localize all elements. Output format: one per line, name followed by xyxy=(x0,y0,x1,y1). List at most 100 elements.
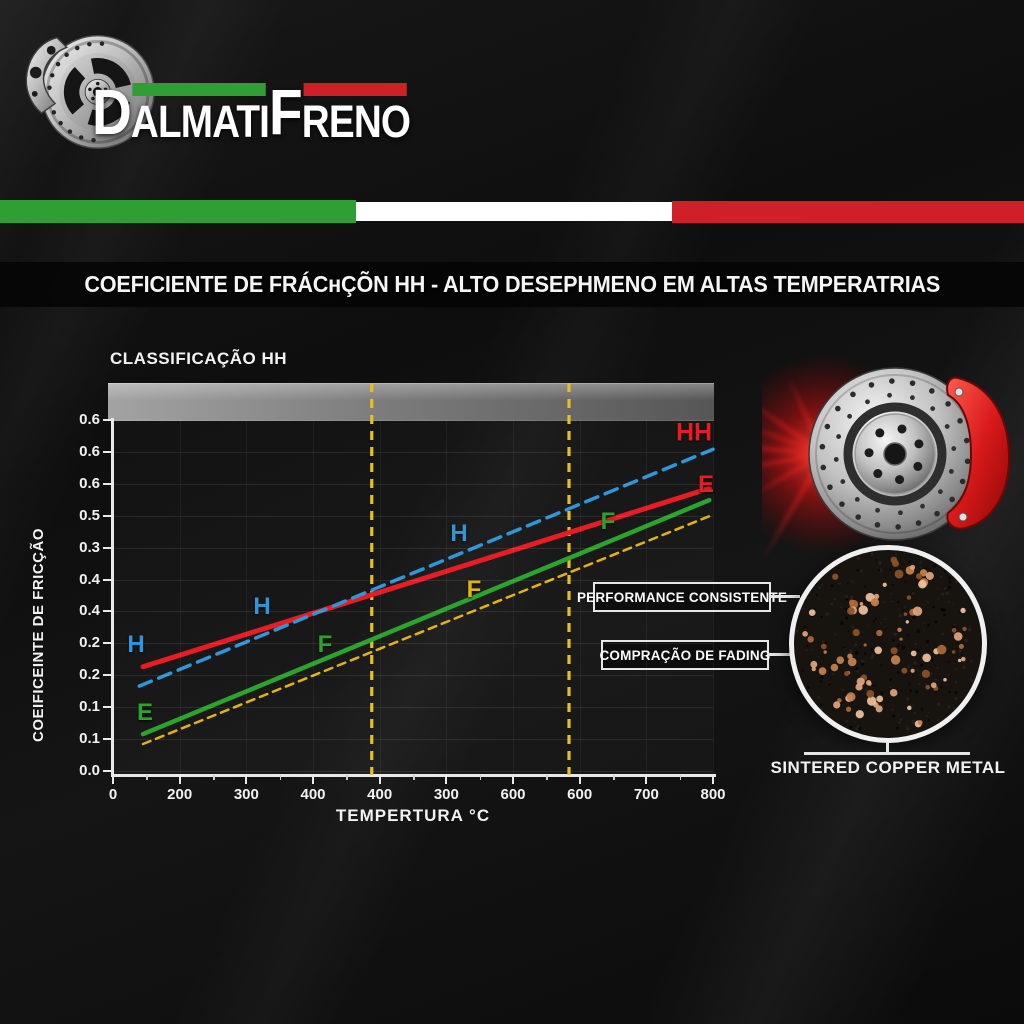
x-minor-tick-mark xyxy=(679,775,682,780)
series-label-h: H xyxy=(253,593,271,620)
x-tick-mark xyxy=(112,775,114,784)
y-tick-label: 0.2 xyxy=(79,666,100,684)
logo-red-bar xyxy=(303,83,407,96)
y-tick-label: 0.4 xyxy=(79,570,100,588)
v-gridline xyxy=(179,420,181,775)
y-tick-mark xyxy=(103,738,112,740)
x-minor-tick-mark xyxy=(346,775,348,780)
x-axis-title: TEMPERTURA °C xyxy=(335,806,491,825)
v-gridline xyxy=(313,420,314,775)
y-tick-mark xyxy=(103,514,112,517)
x-tick-mark xyxy=(645,775,648,784)
callout-performance-label: PERFORMANCE CONSISTENTE xyxy=(576,589,788,605)
h-gridline xyxy=(113,451,713,453)
x-tick-label: 800 xyxy=(700,786,726,803)
series-label-hh: HH xyxy=(675,418,713,447)
material-label: SINTERED COPPER METAL xyxy=(770,758,1006,777)
flag-stripe-green xyxy=(0,200,356,223)
x-tick-mark xyxy=(445,775,448,784)
series-label-f: F xyxy=(466,576,482,603)
y-tick-label: 0.0 xyxy=(79,761,100,779)
logo-green-bar xyxy=(132,83,266,96)
x-minor-tick-mark xyxy=(413,775,415,780)
x-minor-tick-mark xyxy=(146,775,148,780)
y-tick-label: 0.1 xyxy=(79,698,100,716)
x-tick-label: 200 xyxy=(167,786,193,803)
page-title: COEFICIENTE DE FRÁCʜÇÕN HH - ALTO DESEPH… xyxy=(84,271,940,297)
x-tick-mark xyxy=(512,775,514,784)
y-tick-mark xyxy=(103,546,112,549)
x-minor-tick-mark xyxy=(546,775,548,780)
v-gridline xyxy=(246,420,248,775)
y-tick-mark xyxy=(103,610,112,613)
series-label-h: H xyxy=(127,631,145,658)
h-gridline xyxy=(113,707,713,709)
y-tick-mark xyxy=(103,450,112,453)
logo-text-almati: ALMATI xyxy=(130,96,270,147)
v-gridline xyxy=(513,420,514,775)
h-gridline xyxy=(113,643,713,645)
h-gridline xyxy=(113,611,713,613)
hub-bolt-holes xyxy=(864,424,924,485)
drilled-holes xyxy=(819,378,971,530)
h-gridline xyxy=(113,515,713,517)
series-label-e: E xyxy=(697,471,715,498)
h-gridline xyxy=(113,483,713,485)
x-tick-label: 0 xyxy=(108,786,118,803)
x-tick-mark xyxy=(178,775,181,784)
callout-fading-label: COMPRAÇÃO DE FADING xyxy=(599,647,771,663)
v-gridline xyxy=(713,420,714,775)
x-tick-mark xyxy=(578,775,581,784)
chart-classification-label: CLASSIFICAÇÃO HH xyxy=(110,349,288,368)
x-tick-label: 300 xyxy=(233,786,259,803)
y-tick-label: 0.6 xyxy=(79,411,100,428)
brake-caliper-icon xyxy=(946,376,1011,530)
h-gridline xyxy=(113,420,713,421)
y-axis-line xyxy=(111,418,114,776)
y-tick-mark xyxy=(103,482,112,485)
y-tick-label: 0.5 xyxy=(79,506,100,524)
y-tick-label: 0.3 xyxy=(79,538,100,556)
x-minor-tick-mark xyxy=(479,775,482,780)
y-tick-label: 0.4 xyxy=(79,602,100,620)
y-tick-mark xyxy=(103,419,112,421)
brake-disc-illustration xyxy=(762,354,1011,559)
y-tick-label: 0.2 xyxy=(79,634,100,652)
x-tick-label: 600 xyxy=(567,786,593,803)
callout-fading: COMPRAÇÃO DE FADING xyxy=(599,640,771,670)
flag-stripe-red xyxy=(672,201,1024,223)
v-gridline xyxy=(379,420,381,775)
y-axis-title: COEIFICEINTE DE FRICÇÃO xyxy=(30,527,47,742)
callout-connector-line xyxy=(770,595,800,598)
v-gridline xyxy=(579,420,581,775)
x-tick-mark xyxy=(245,775,248,784)
h-gridline xyxy=(113,739,713,740)
series-label-h: H xyxy=(450,520,468,547)
x-tick-label: 400 xyxy=(300,786,326,803)
x-minor-tick-mark xyxy=(613,775,615,780)
sintered-material-photo xyxy=(789,545,987,743)
x-tick-label: 400 xyxy=(367,786,393,803)
logo-group-almati: ALMATI xyxy=(130,80,270,147)
logo-wordmark: D ALMATI F RENO xyxy=(92,80,411,147)
x-tick-label: 600 xyxy=(500,786,526,803)
y-tick-mark xyxy=(103,642,112,645)
series-label-f: F xyxy=(317,631,333,658)
y-tick-mark xyxy=(103,578,112,581)
x-tick-mark xyxy=(378,775,381,784)
x-tick-label: 700 xyxy=(633,786,659,803)
y-tick-label: 0.6 xyxy=(79,474,100,492)
series-label-f: F xyxy=(600,508,616,535)
callout-performance: PERFORMANCE CONSISTENTE xyxy=(577,582,787,612)
x-tick-mark xyxy=(712,775,714,784)
x-tick-mark xyxy=(312,775,314,784)
logo-text-reno: RENO xyxy=(301,96,411,147)
v-gridline xyxy=(446,420,448,775)
y-tick-label: 0.1 xyxy=(79,730,100,747)
h-gridline xyxy=(113,579,713,581)
y-tick-mark xyxy=(103,706,112,709)
series-label-e: E xyxy=(136,699,154,726)
v-gridline xyxy=(646,420,648,775)
x-minor-tick-mark xyxy=(213,775,215,780)
